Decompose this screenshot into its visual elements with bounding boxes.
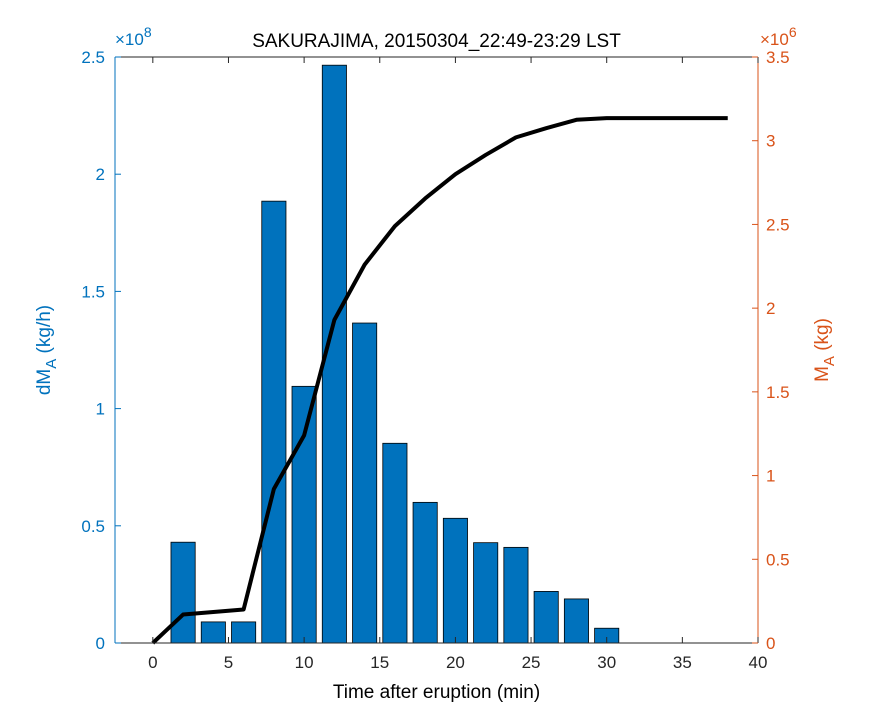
y-right-tick-label: 1 [766, 467, 775, 486]
x-tick-label: 10 [295, 653, 314, 672]
y-right-tick-label: 3.5 [766, 48, 790, 67]
y-left-axis-label: dMA (kg/h) [34, 305, 60, 395]
bar-24min [503, 546, 529, 644]
x-tick-label: 15 [370, 653, 389, 672]
bar-8min [261, 200, 287, 644]
axes-layer: 0 5 10 15 20 25 30 35 4000.511.522.500.511.522.5… [34, 24, 838, 672]
y-right-exponent: ×106 [760, 24, 797, 49]
bar-20min [442, 517, 468, 644]
bar-4min [200, 621, 226, 644]
x-tick-label: 35 [673, 653, 692, 672]
x-axis-label: Time after eruption (min) [333, 682, 540, 703]
y-left-tick-label: 0 [96, 634, 105, 653]
y-left-tick-label: 1 [96, 400, 105, 419]
bar-26min [533, 591, 559, 644]
y-left-tick-label: 1.5 [81, 282, 105, 301]
y-left-tick-label: 0.5 [81, 517, 105, 536]
x-tick-label: 20 [446, 653, 465, 672]
bar-18min [412, 501, 438, 644]
bar-2min [170, 541, 196, 644]
y-right-tick-label: 2 [766, 299, 775, 318]
cumulative-mass-line [151, 116, 728, 645]
y-right-tick-label: 0.5 [766, 550, 790, 569]
y-right-tick-label: 3 [766, 132, 775, 151]
chart-title: SAKURAJIMA, 20150304_22:49-23:29 LST [252, 31, 621, 52]
bar-6min [231, 621, 257, 644]
y-right-tick-label: 1.5 [766, 383, 790, 402]
x-tick-label: 40 [749, 653, 768, 672]
y-left-exponent: ×108 [115, 24, 152, 49]
x-tick-label: 25 [522, 653, 541, 672]
bar-14min [352, 322, 378, 644]
x-tick-label: 0 [148, 653, 157, 672]
x-tick-label: 30 [597, 653, 616, 672]
bar-28min [563, 598, 589, 644]
bar-22min [473, 542, 499, 644]
y-right-tick-label: 2.5 [766, 215, 790, 234]
y-left-tick-label: 2.5 [81, 48, 105, 67]
y-left-tick-label: 2 [96, 165, 105, 184]
x-tick-label: 5 [224, 653, 233, 672]
bar-16min [382, 442, 408, 644]
bars-layer [170, 64, 620, 644]
y-right-axis-label: MA (kg) [812, 318, 838, 382]
y-right-tick-label: 0 [766, 634, 775, 653]
bar-10min [291, 385, 317, 644]
